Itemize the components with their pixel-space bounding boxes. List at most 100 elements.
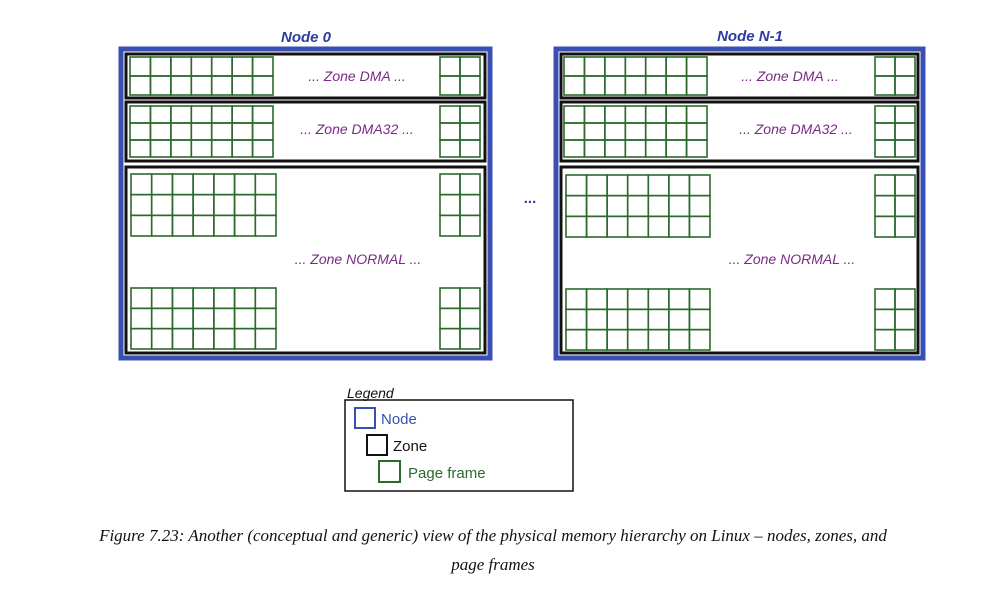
page-frame bbox=[459, 105, 481, 124]
page-frame-group bbox=[439, 287, 481, 350]
page-frame bbox=[251, 139, 274, 158]
page-frame bbox=[626, 194, 650, 218]
page-frame bbox=[233, 173, 257, 196]
page-frame bbox=[668, 288, 691, 311]
legend-zone-swatch bbox=[366, 434, 388, 456]
page-frame bbox=[685, 122, 708, 141]
page-frame bbox=[150, 173, 174, 196]
page-frame bbox=[606, 308, 629, 331]
page-frame bbox=[626, 174, 650, 197]
node-0: Node 0 ... Zone DMA ... ... Zone DMA32 .… bbox=[118, 29, 493, 361]
page-frame bbox=[254, 173, 277, 196]
page-frame bbox=[190, 56, 213, 77]
figure-caption-line-2: page frames bbox=[451, 555, 535, 574]
page-frame-group bbox=[129, 56, 274, 96]
legend-page-frame-label: Page frame bbox=[408, 465, 486, 482]
page-frame bbox=[129, 122, 152, 141]
page-frame bbox=[171, 327, 194, 350]
page-frame bbox=[685, 139, 708, 158]
page-frame bbox=[171, 307, 194, 330]
page-frame bbox=[459, 327, 481, 350]
page-frame-group bbox=[130, 287, 277, 350]
page-frame bbox=[688, 328, 711, 351]
between-nodes-ellipsis: ... bbox=[524, 190, 537, 207]
page-frame bbox=[563, 139, 586, 158]
page-frame bbox=[894, 122, 916, 141]
page-frame bbox=[439, 75, 461, 96]
page-frame bbox=[606, 328, 629, 351]
page-frame bbox=[130, 193, 153, 217]
page-frame bbox=[626, 328, 650, 351]
page-frame bbox=[644, 122, 667, 141]
page-frame bbox=[170, 105, 193, 124]
page-frame bbox=[190, 139, 213, 158]
page-frame bbox=[130, 327, 153, 350]
page-frame bbox=[668, 308, 691, 331]
page-frame-group bbox=[439, 173, 481, 237]
node-0-zone-normal: ... Zone NORMAL ... bbox=[124, 165, 487, 355]
node-n-1-zone-dma: ... Zone DMA ... bbox=[559, 52, 920, 100]
page-frame bbox=[192, 193, 215, 217]
page-frame bbox=[439, 307, 461, 330]
page-frame bbox=[210, 139, 233, 158]
page-frame bbox=[192, 287, 215, 310]
page-frame bbox=[894, 194, 916, 218]
page-frame bbox=[459, 122, 481, 141]
page-frame bbox=[231, 122, 254, 141]
page-frame bbox=[439, 327, 461, 350]
page-frame bbox=[439, 193, 461, 217]
page-frame bbox=[565, 308, 588, 331]
page-frame bbox=[647, 194, 670, 218]
page-frame bbox=[459, 75, 481, 96]
node-0-zone-dma32: ... Zone DMA32 ... bbox=[124, 100, 487, 163]
page-frame bbox=[190, 75, 213, 96]
page-frame bbox=[170, 75, 193, 96]
legend-page-frame-swatch bbox=[378, 460, 401, 483]
page-frame bbox=[874, 174, 896, 197]
page-frame bbox=[626, 308, 650, 331]
page-frame bbox=[624, 56, 647, 77]
legend-node-swatch bbox=[354, 407, 376, 429]
page-frame bbox=[170, 122, 193, 141]
page-frame bbox=[129, 139, 152, 158]
page-frame bbox=[439, 173, 461, 196]
node-0-zone-dma-border bbox=[124, 52, 487, 100]
page-frame-group bbox=[439, 56, 481, 96]
page-frame bbox=[624, 139, 647, 158]
page-frame bbox=[251, 105, 274, 124]
page-frame bbox=[565, 328, 588, 351]
page-frame bbox=[585, 215, 608, 238]
page-frame bbox=[894, 105, 916, 124]
page-frame bbox=[668, 174, 691, 197]
page-frame bbox=[439, 56, 461, 77]
page-frame-group bbox=[565, 288, 711, 351]
page-frame bbox=[150, 307, 174, 330]
page-frame bbox=[894, 56, 916, 77]
page-frame bbox=[606, 174, 629, 197]
node-n-1-title: Node N-1 bbox=[717, 28, 783, 45]
page-frame bbox=[439, 287, 461, 310]
page-frame bbox=[149, 75, 172, 96]
page-frame bbox=[150, 193, 174, 217]
node-0-title: Node 0 bbox=[281, 29, 332, 46]
legend-box bbox=[344, 399, 574, 492]
page-frame bbox=[624, 105, 647, 124]
page-frame bbox=[624, 75, 647, 96]
node-n-1-zone-dma-border bbox=[559, 52, 920, 100]
page-frame bbox=[233, 307, 257, 330]
page-frame bbox=[130, 307, 153, 330]
page-frame bbox=[231, 105, 254, 124]
page-frame bbox=[874, 328, 896, 351]
page-frame bbox=[439, 139, 461, 158]
page-frame bbox=[874, 308, 896, 331]
node-0-zone-normal-label: ... Zone NORMAL ... bbox=[295, 251, 422, 267]
page-frame bbox=[192, 173, 215, 196]
node-n-1-zone-normal: ... Zone NORMAL ... bbox=[559, 165, 920, 355]
page-frame bbox=[233, 214, 257, 237]
node-n-1: Node N-1 ... Zone DMA ... ... Zone DMA32… bbox=[553, 28, 926, 361]
page-frame bbox=[210, 75, 233, 96]
figure-caption-line-1: Figure 7.23: Another (conceptual and gen… bbox=[99, 526, 887, 545]
node-0-zone-dma: ... Zone DMA ... bbox=[124, 52, 487, 100]
page-frame bbox=[894, 328, 916, 351]
